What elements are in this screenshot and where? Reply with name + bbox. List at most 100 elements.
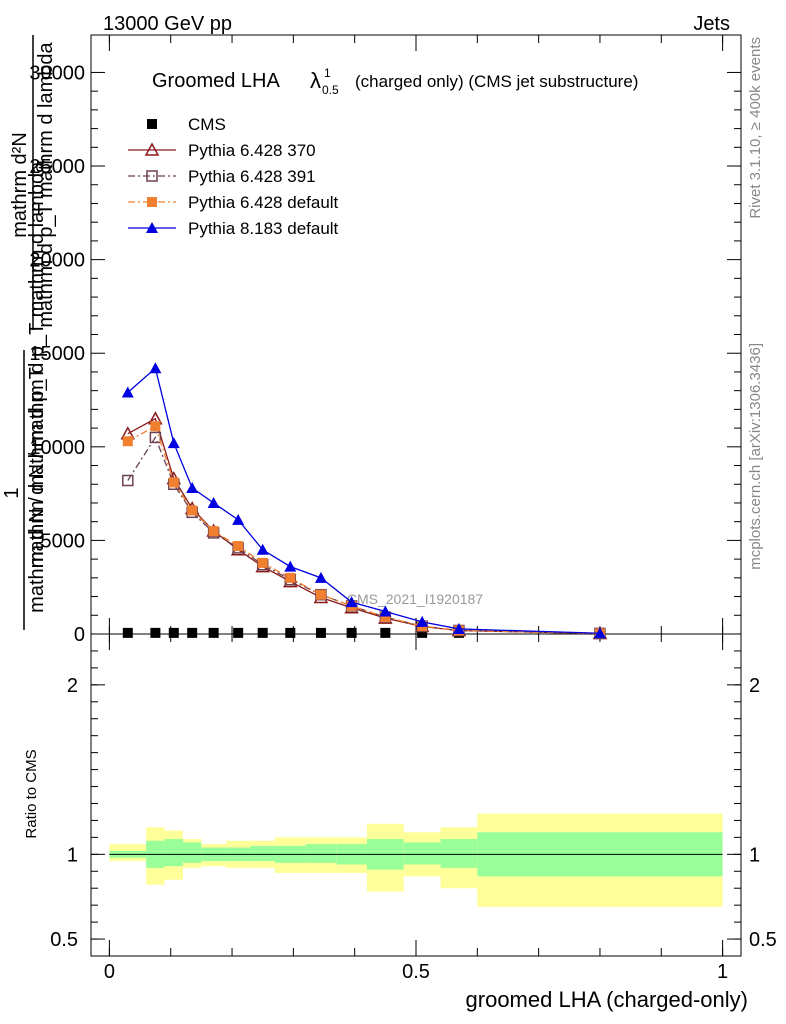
legend-label: CMS	[188, 115, 226, 134]
title-sub: 0.5	[322, 83, 339, 97]
data-point	[345, 596, 358, 608]
y-tick-label-main: 15000	[29, 343, 85, 365]
ylabel-left-denominator: mathrm d N / mathrm d p_T	[26, 367, 48, 613]
ratio-band-inner	[440, 839, 478, 868]
ratio-bands	[109, 813, 723, 907]
data-point	[122, 474, 134, 487]
data-point	[285, 572, 296, 583]
data-point	[257, 627, 268, 638]
rivet-label: Rivet 3.1.10, ≥ 400k events	[747, 37, 764, 219]
ratio-axis-ticks: 0.5 0.5 1 1 2 2 0 0.5 1	[50, 634, 777, 983]
data-point	[186, 481, 199, 493]
legend-marker	[144, 142, 160, 156]
x-axis-label: groomed LHA (charged-only)	[466, 987, 748, 1012]
series-pythia-6-428-391	[122, 431, 606, 640]
data-point	[207, 496, 220, 508]
ylabel-top-numerator: mathrm d²N	[9, 132, 31, 238]
data-point	[315, 627, 326, 638]
data-point	[284, 560, 297, 572]
legend: CMS Pythia 6.428 370 Pythia 6.428 391 Pythi…	[128, 115, 339, 238]
data-point	[168, 477, 179, 488]
data-point	[167, 437, 180, 449]
series-pythia-8-183-default	[121, 362, 606, 639]
data-point	[122, 436, 133, 447]
data-point	[168, 627, 179, 638]
series-cms	[122, 627, 605, 638]
title-sup: 1	[324, 66, 331, 80]
legend-label: Pythia 6.428 370	[188, 141, 316, 160]
ratio-plot-frame	[90, 633, 742, 957]
data-point	[380, 612, 391, 623]
data-point	[208, 526, 219, 537]
chart-title: Groomed LHA λ 1 0.5 (charged only) (CMS …	[152, 66, 638, 97]
mcplots-label: mcplots.cern.ch [arXiv:1306.3436]	[747, 343, 764, 570]
data-point	[593, 627, 606, 639]
data-series	[120, 362, 608, 640]
title-symbol: λ	[310, 68, 321, 93]
data-point	[150, 421, 161, 432]
legend-marker	[146, 222, 158, 233]
ratio-band-inner	[250, 845, 275, 862]
y-tick-label-main: 30000	[29, 62, 85, 84]
legend-label: Pythia 8.183 default	[188, 219, 339, 238]
data-point	[208, 627, 219, 638]
data-point	[315, 589, 326, 600]
data-point	[417, 627, 428, 638]
y-tick-label-ratio-right: 1	[749, 844, 760, 866]
data-point	[380, 627, 391, 638]
y-tick-label-main: 20000	[29, 250, 85, 272]
data-point	[285, 627, 296, 638]
data-point	[187, 505, 198, 516]
data-point	[416, 615, 429, 627]
x-tick-label: 1	[717, 961, 728, 983]
ratio-band-inner	[305, 844, 337, 863]
data-point	[149, 431, 162, 444]
legend-label: Pythia 6.428 default	[188, 193, 339, 212]
series-line	[127, 366, 600, 634]
ratio-band-inner	[403, 842, 441, 865]
legend-marker	[146, 170, 158, 182]
ylabel-left-numerator: 1	[1, 487, 23, 498]
ylabel-top-denominator: mathrm d p_T mathrm d lambda	[35, 41, 57, 327]
y-tick-label-ratio: 1	[67, 844, 78, 866]
legend-marker	[147, 119, 157, 129]
title-main: Groomed LHA	[152, 70, 280, 92]
data-point	[232, 513, 245, 525]
data-point	[233, 627, 244, 638]
data-point	[150, 627, 161, 638]
y-tick-label-main: 10000	[29, 437, 85, 459]
analysis-watermark: CMS_2021_I1920187	[347, 591, 483, 607]
data-point	[452, 622, 465, 634]
data-point	[122, 627, 133, 638]
y-axis-label-main: mathrm d²N mathrm d p_T mathrm d lambda …	[1, 35, 57, 630]
data-point	[187, 627, 198, 638]
y-tick-label-ratio: 2	[67, 675, 78, 697]
header-left: 13000 GeV pp	[103, 13, 232, 35]
main-axis-ticks: 0 5000 10000 15000 20000 25000 30000	[29, 35, 741, 646]
ylabel-combined: mathrm d N / mathrm d p_T mathrm d lambd…	[26, 161, 48, 568]
y-tick-label-ratio: 0.5	[50, 929, 78, 951]
data-point	[346, 627, 357, 638]
x-tick-label: 0	[104, 961, 115, 983]
header-right: Jets	[693, 13, 730, 35]
y-tick-label-ratio-right: 2	[749, 675, 760, 697]
legend-marker	[147, 197, 157, 207]
data-point	[379, 605, 392, 617]
data-point	[233, 541, 244, 552]
ratio-band-inner	[182, 842, 202, 863]
ratio-band-inner	[164, 839, 183, 867]
y-tick-label-main: 5000	[41, 530, 86, 552]
y-tick-label-ratio-right: 0.5	[749, 929, 777, 951]
data-point	[149, 362, 162, 374]
title-suffix: (charged only) (CMS jet substructure)	[355, 72, 638, 91]
data-point	[257, 557, 268, 568]
data-point	[314, 571, 327, 583]
x-tick-label: 0.5	[402, 961, 430, 983]
data-point	[121, 386, 134, 398]
y-tick-label-main: 25000	[29, 156, 85, 178]
y-tick-label-main: 0	[74, 624, 85, 646]
data-point	[256, 543, 269, 555]
legend-label: Pythia 6.428 391	[188, 167, 316, 186]
y-axis-label-ratio: Ratio to CMS	[23, 749, 40, 838]
